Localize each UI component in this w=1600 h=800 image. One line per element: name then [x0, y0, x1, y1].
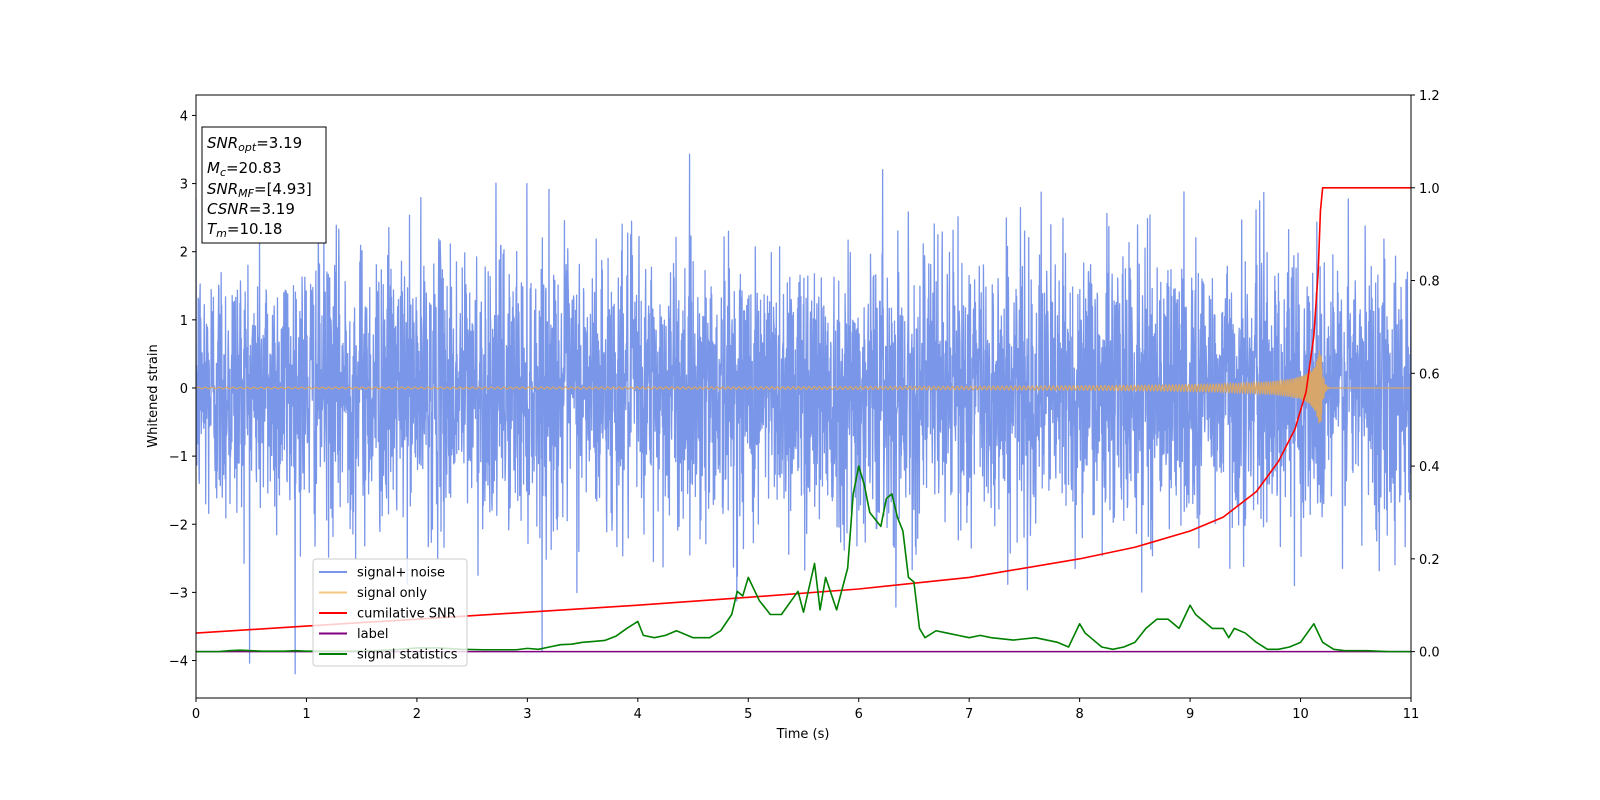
- y-tick-label: 0: [180, 382, 188, 397]
- y-tick-label: −3: [169, 586, 188, 601]
- y-tick-label: −1: [169, 450, 188, 465]
- series-signal-noise: [196, 153, 1411, 675]
- legend-frame: [312, 558, 468, 667]
- y2-tick-label: 0.0: [1419, 646, 1440, 661]
- plot-frame: [195, 94, 1412, 699]
- x-tick-label: 11: [1403, 707, 1420, 722]
- y-tick-label: 2: [180, 246, 188, 261]
- y-tick-label: 3: [180, 178, 188, 193]
- annotation-box: [201, 126, 327, 244]
- annotation-line: Mc=20.83: [207, 159, 282, 179]
- y-tick-label: 1: [180, 314, 188, 329]
- axes: 0 1 2 3 4 5 6 7 8 9 10 11 −4 −3 −2 −1 0 1 2 3 4 0.0 0.2 0.4 0.6 0…: [169, 89, 1440, 722]
- x-tick-label: 6: [855, 707, 863, 722]
- x-axis-label: Time (s): [776, 727, 830, 742]
- y-tick-label: −4: [169, 655, 188, 670]
- legend-label-signal-only: signal only: [357, 586, 427, 601]
- x-tick-label: 10: [1292, 707, 1309, 722]
- annotation-line: CSNR=3.19: [207, 200, 295, 218]
- y2-tick-label: 1.2: [1419, 89, 1440, 104]
- annotation-line: Tm=10.18: [207, 220, 282, 240]
- y-axis-label: Whitened strain: [146, 344, 161, 447]
- y2-tick-label: 1.0: [1419, 182, 1440, 197]
- x-tick-label: 8: [1075, 707, 1083, 722]
- y-tick-label: 4: [180, 109, 188, 124]
- y2-tick-label: 0.8: [1419, 275, 1440, 290]
- series-signal-only: [196, 350, 1411, 424]
- y2-tick-label: 0.4: [1419, 460, 1440, 475]
- x-tick-label: 5: [744, 707, 752, 722]
- series-signal-statistics: [196, 465, 1411, 653]
- x-tick-label: 3: [523, 707, 531, 722]
- x-tick-label: 2: [413, 707, 421, 722]
- annotation-line: SNRMF=[4.93]: [207, 180, 312, 200]
- y2-tick-label: 0.2: [1419, 553, 1440, 568]
- x-tick-label: 4: [634, 707, 642, 722]
- legend-label-label: label: [357, 627, 388, 642]
- y2-tick-label: 0.6: [1419, 367, 1440, 382]
- x-tick-label: 7: [965, 707, 973, 722]
- stats-annotation: SNRopt=3.19 Mc=20.83SNRMF=[4.93]CSNR=3.19…: [201, 126, 327, 244]
- series-cumilative-snr: [196, 186, 1411, 634]
- legend-label-cumilative-snr: cumilative SNR: [357, 607, 456, 622]
- legend: signal+ noise signal only cumilative SNR la…: [312, 558, 468, 667]
- x-tick-label: 9: [1186, 707, 1194, 722]
- legend-label-signal-statistics: signal statistics: [357, 648, 458, 663]
- y-tick-label: −2: [169, 518, 188, 533]
- x-tick-label: 1: [302, 707, 310, 722]
- legend-label-signal-noise: signal+ noise: [357, 566, 445, 581]
- x-tick-label: 0: [192, 707, 200, 722]
- annotation-line: SNRopt=3.19: [207, 134, 302, 154]
